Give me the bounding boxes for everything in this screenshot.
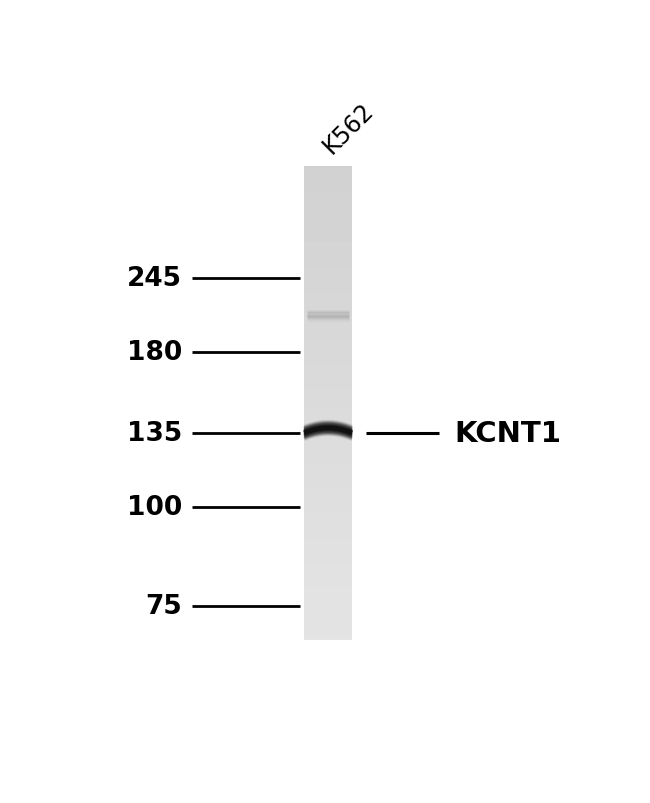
Text: 135: 135	[127, 420, 182, 446]
Text: K562: K562	[318, 98, 379, 158]
Text: 75: 75	[145, 593, 182, 619]
Text: 180: 180	[127, 340, 182, 366]
Text: 245: 245	[127, 266, 182, 291]
Text: KCNT1: KCNT1	[454, 419, 561, 447]
Text: 100: 100	[127, 495, 182, 520]
